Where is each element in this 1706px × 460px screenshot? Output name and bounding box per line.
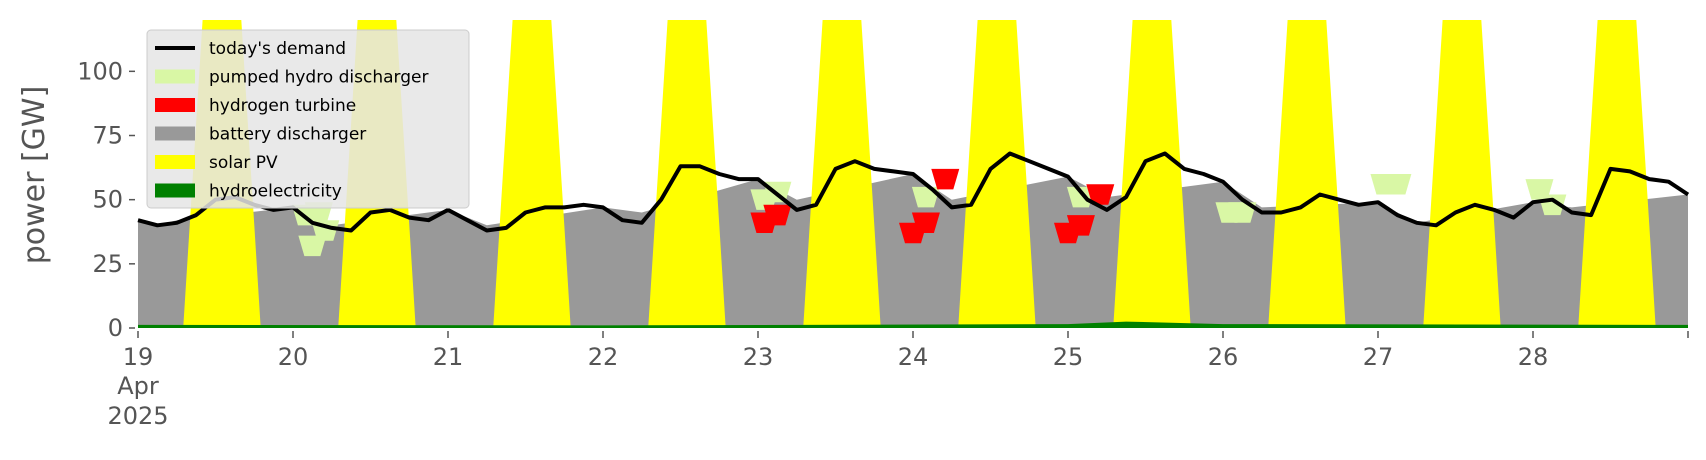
x-tick-label: 21: [433, 343, 464, 371]
x-tick-label: 22: [588, 343, 619, 371]
series-pumped-hydro-discharger-area: [1066, 186, 1095, 208]
y-tick-label: 50: [92, 186, 123, 214]
y-axis-title: power [GW]: [17, 86, 52, 265]
series-hydroelectricity-area: [138, 321, 1688, 328]
series-solar-pv-area: [1423, 20, 1501, 328]
x-tick-sublabel: Apr: [117, 372, 159, 400]
legend-label-today-s-demand: today's demand: [209, 39, 346, 59]
series-hydrogen-turbine-area: [911, 212, 940, 234]
legend-label-battery-discharger: battery discharger: [209, 125, 366, 145]
y-tick-label: 75: [92, 122, 123, 150]
series-hydrogen-turbine-area: [763, 204, 792, 226]
legend-swatch-battery-discharger: [155, 126, 195, 141]
y-tick-label: 25: [92, 250, 123, 278]
series-todays-demand-line: [137, 151, 1690, 233]
y-tick-label: 100: [77, 57, 123, 85]
y-tick-label: 0: [108, 314, 123, 342]
series-hydrogen-turbine-area: [931, 168, 960, 190]
legend-label-solar-pv: solar PV: [209, 153, 278, 173]
series-hydrogen-turbine-area: [1066, 215, 1095, 236]
legend-label-pumped-hydro-discharger: pumped hydro discharger: [209, 68, 428, 88]
legend: today's demand pumped hydro discharger hyd…: [146, 29, 470, 209]
legend-box: [146, 29, 470, 209]
x-tick-label: 26: [1208, 343, 1239, 371]
x-tick-label: 28: [1518, 343, 1549, 371]
legend-swatch-hydrogen-turbine: [155, 98, 195, 112]
legend-swatch-pumped-hydro-discharger: [155, 69, 195, 84]
series-pumped-hydro-discharger-area: [1228, 202, 1257, 223]
series-pumped-hydro-discharger-area: [1383, 174, 1412, 195]
series-solar-pv-area: [803, 20, 881, 328]
x-tick-label: 27: [1363, 343, 1394, 371]
legend-label-hydroelectricity: hydroelectricity: [209, 182, 342, 202]
series-solar-pv-area: [648, 20, 726, 328]
x-tick-sublabel: 2025: [107, 402, 168, 430]
x-tick-label: 24: [898, 343, 929, 371]
series-hydrogen-turbine-area: [1086, 184, 1115, 205]
series-solar-pv-area: [1578, 20, 1656, 328]
series-solar-pv-area: [958, 20, 1036, 328]
x-tick-label: 20: [278, 343, 309, 371]
series-solar-pv-area: [1268, 20, 1346, 328]
x-tick-label: 19: [123, 343, 154, 371]
series-solar-pv-area: [493, 20, 571, 328]
legend-swatch-hydroelectricity: [155, 183, 195, 198]
legend-swatch-solar-pv: [155, 155, 195, 169]
legend-label-hydrogen-turbine: hydrogen turbine: [209, 96, 356, 116]
x-tick-label: 25: [1053, 343, 1084, 371]
x-tick-label: 23: [743, 343, 774, 371]
series-solar-pv-area: [1113, 20, 1191, 328]
